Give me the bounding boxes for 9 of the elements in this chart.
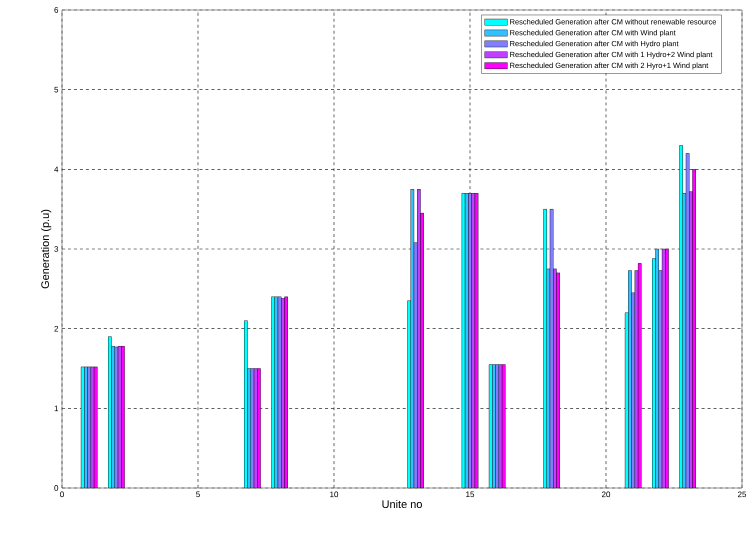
- bar: [498, 364, 502, 488]
- bar: [254, 368, 258, 488]
- bar: [495, 364, 500, 488]
- bar: [118, 346, 122, 488]
- bar: [90, 366, 94, 488]
- bar: [87, 366, 92, 488]
- x-axis-title: Unite no: [382, 500, 422, 508]
- bar: [278, 296, 282, 488]
- y-axis-title: Generation (p.u): [40, 210, 52, 288]
